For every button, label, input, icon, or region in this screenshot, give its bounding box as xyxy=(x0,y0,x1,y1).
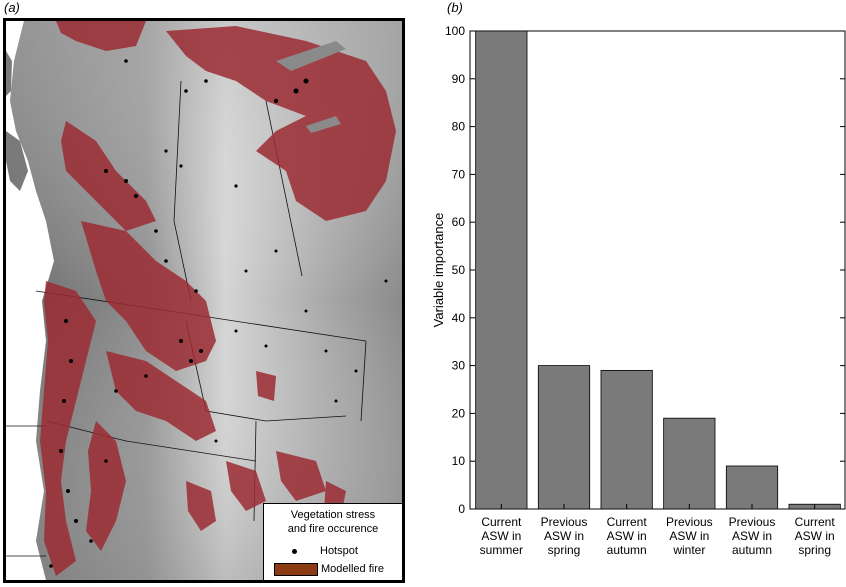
panel-b-label: (b) xyxy=(447,0,463,15)
bar xyxy=(537,365,591,510)
legend-row-hotspot: Hotspot xyxy=(264,544,402,560)
panel-a-label: (a) xyxy=(4,0,20,15)
x-tick-label: Current xyxy=(607,515,648,529)
x-tick-label: autumn xyxy=(732,543,772,557)
legend-title-line-2: and fire occurence xyxy=(287,523,379,535)
fire-overlay xyxy=(40,21,396,576)
x-tick-label: spring xyxy=(548,543,581,557)
y-tick-label: 50 xyxy=(452,263,466,277)
y-tick-label: 40 xyxy=(452,311,466,325)
hotspot-dot-icon xyxy=(292,549,297,554)
hotspot-points xyxy=(49,59,388,568)
x-tick-label: ASW in xyxy=(544,529,584,543)
x-tick-label: autumn xyxy=(607,543,647,557)
bar xyxy=(600,369,653,510)
vegetation-stress-map xyxy=(3,18,405,583)
bar xyxy=(663,417,716,510)
legend-title-line-1: Vegetation stress xyxy=(290,509,376,521)
bar xyxy=(725,465,779,510)
x-tick-label: Current xyxy=(795,515,836,529)
variable-importance-bar-chart: 0 10 20 30 40 50 60 70 80 90 100 Variable importanc… xyxy=(431,24,846,557)
x-tick-label: ASW in xyxy=(607,529,647,543)
haida-gwaii xyxy=(6,51,12,96)
modelled-fire-swatch xyxy=(274,563,318,576)
y-axis-label: Variable importance xyxy=(431,213,446,328)
y-tick-label: 90 xyxy=(452,72,466,86)
y-tick-label: 70 xyxy=(452,167,466,181)
x-tick-label: Previous xyxy=(541,515,588,529)
x-tick-label: Previous xyxy=(729,515,776,529)
x-tick-label: ASW in xyxy=(795,529,835,543)
bar xyxy=(475,30,528,510)
legend-modelled-fire-label: Modelled fire xyxy=(321,563,384,575)
y-tick-label: 60 xyxy=(452,215,466,229)
vancouver-island xyxy=(6,131,28,191)
lakes xyxy=(276,41,346,133)
y-tick-label: 80 xyxy=(452,120,466,134)
map-legend: Vegetation stress and fire occurence Hot… xyxy=(263,503,403,581)
y-tick-label: 100 xyxy=(445,24,465,38)
x-tick-label: winter xyxy=(672,543,705,557)
x-tick-label: Current xyxy=(481,515,522,529)
legend-title: Vegetation stress and fire occurence xyxy=(264,508,402,536)
x-tick-label: spring xyxy=(798,543,831,557)
legend-hotspot-label: Hotspot xyxy=(320,545,358,557)
x-tick-label: ASW in xyxy=(669,529,709,543)
x-tick-label: ASW in xyxy=(481,529,521,543)
y-tick-label: 30 xyxy=(452,359,466,373)
y-tick-label: 20 xyxy=(452,406,466,420)
legend-row-modelled-fire: Modelled fire xyxy=(264,562,402,578)
y-tick-label: 0 xyxy=(458,502,465,516)
y-tick-label: 10 xyxy=(452,454,466,468)
x-tick-label: summer xyxy=(480,543,523,557)
x-tick-label: ASW in xyxy=(732,529,772,543)
x-tick-label: Previous xyxy=(666,515,713,529)
